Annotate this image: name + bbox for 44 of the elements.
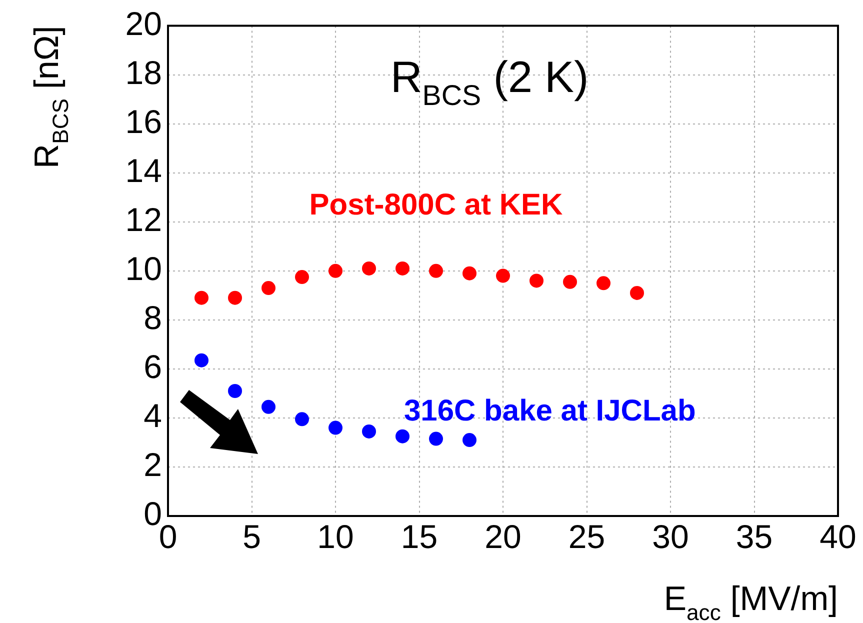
y-tick-label: 16 <box>125 102 162 140</box>
point <box>295 412 309 426</box>
point <box>362 261 376 276</box>
y-tick-label: 18 <box>125 54 162 91</box>
point <box>396 429 410 444</box>
point <box>228 384 242 398</box>
point <box>530 274 544 288</box>
point <box>362 424 376 438</box>
x-tick-label: 30 <box>652 518 689 555</box>
point <box>194 353 208 368</box>
y-axis-title: RBCS [nΩ] <box>28 26 74 168</box>
point <box>295 270 309 284</box>
series-label: 316C bake at IJCLab <box>404 394 696 428</box>
point <box>262 400 276 414</box>
point <box>429 264 443 278</box>
y-tick-label: 10 <box>125 250 162 287</box>
series-label: Post-800C at KEK <box>309 188 564 222</box>
x-tick-label: 15 <box>400 518 438 555</box>
point <box>462 266 476 280</box>
point <box>194 290 208 305</box>
point <box>328 264 342 278</box>
y-tick-label: 8 <box>144 299 162 336</box>
y-tick-label: 14 <box>125 152 162 189</box>
point <box>228 290 242 305</box>
x-tick-label: 40 <box>820 518 856 555</box>
point <box>328 420 342 435</box>
x-tick-label: 35 <box>736 518 773 555</box>
point <box>596 276 610 290</box>
y-tick-label: 12 <box>125 200 162 238</box>
x-tick-label: 5 <box>242 518 261 555</box>
x-tick-label: 25 <box>568 518 606 555</box>
y-tick-label: 4 <box>144 397 162 434</box>
point <box>563 274 577 289</box>
point <box>396 261 410 276</box>
point <box>262 281 276 296</box>
point <box>496 268 510 283</box>
x-tick-label: 10 <box>317 518 354 555</box>
y-tick-label: 20 <box>125 4 162 42</box>
point <box>462 433 476 448</box>
x-tick-label: 20 <box>484 518 522 555</box>
y-tick-label: 2 <box>144 446 162 484</box>
y-tick-label: 6 <box>144 348 162 386</box>
point <box>630 286 644 300</box>
point <box>429 432 443 446</box>
